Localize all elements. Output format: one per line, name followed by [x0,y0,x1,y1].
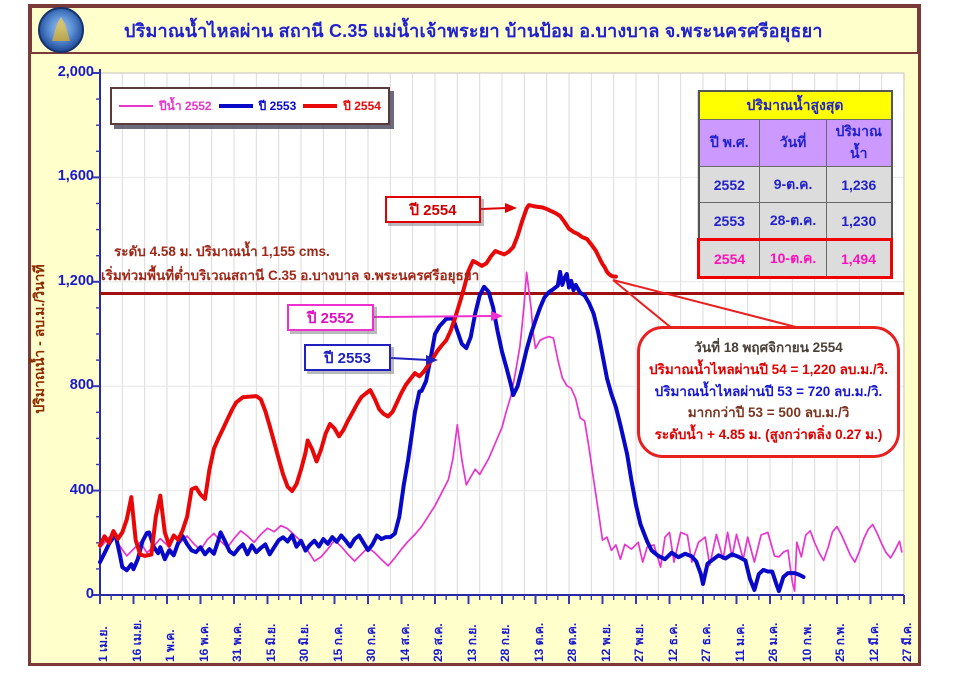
year-2553: 2553 [697,202,761,240]
x-tick-label: 27 มี.ค. [900,622,914,662]
x-tick-label: 28 ต.ค. [565,622,579,662]
x-tick-label: 10 ก.พ. [799,623,814,662]
bubble-difference: มากกว่าปี 53 = 500 ลบ.ม./วิ [687,405,850,421]
arrow-2553 [390,357,429,361]
x-tick-label: 13 ก.ย. [464,624,479,662]
x-tick-label: 1 เม.ย. [96,626,110,662]
x-tick-label: 13 ต.ค. [531,622,546,662]
flood-level-note-line1: ระดับ 4.58 ม. ปริมาณน้ำ 1,155 cms. [114,244,330,259]
x-tick-label: 30 มิ.ย. [297,623,311,662]
series-line-ปี 2553 [98,269,806,594]
table-row: 2552 9-ต.ค. 1,236 [697,166,893,203]
y-tick-label: 0 [85,586,94,602]
header-bar: ปริมาณน้ำไหลผ่าน สถานี C.35 แม่น้ำเจ้าพร… [30,6,919,54]
x-tick-label: 12 มี.ค. [866,622,881,662]
series-line-ปี 2554 [98,203,618,558]
x-tick-label: 15 มิ.ย. [263,623,278,662]
y-tick-label: 400 [69,481,94,498]
legend-line-swatch-2552 [119,105,154,107]
date-2554: 10-ต.ค. [759,238,827,279]
x-tick-label: 30 ก.ค. [364,623,378,662]
arrow-2553-head [426,355,438,365]
date-2552: 9-ต.ค. [759,166,827,203]
legend-item-2553: ปี 2553 [218,97,297,116]
legend: ปีน้ำ 2552 ปี 2553 ปี 2554 [110,87,390,125]
legend-line-swatch-2554 [303,104,338,108]
page-title: ปริมาณน้ำไหลผ่าน สถานี C.35 แม่น้ำเจ้าพร… [124,20,823,41]
legend-label: ปี 2554 [343,98,381,113]
x-tick-label: 1 พ.ค. [163,629,177,662]
table-title: ปริมาณน้ำสูงสุด [698,90,892,120]
legend-item-2554: ปี 2554 [303,97,381,116]
col-date: วันที่ [759,119,827,167]
arrow-2554-head [505,203,517,213]
table-row: 2553 28-ต.ค. 1,230 [697,202,893,240]
bubble-water-level: ระดับน้ำ + 4.85 ม. (สูงกว่าตลิ่ง 0.27 ม.… [654,427,883,443]
table-header-row: ปี พ.ศ. วันที่ ปริมาณน้ำ [697,119,893,167]
year-2554: 2554 [696,238,761,279]
legend-label: ปี 2553 [258,98,297,113]
max-discharge-table: ปริมาณน้ำสูงสุด ปี พ.ศ. วันที่ ปริมาณน้ำ… [696,90,894,279]
value-2552: 1,236 [825,166,893,203]
bubble-2554-discharge: ปริมาณน้ำไหลผ่านปี 54 = 1,220 ลบ.ม./วิ. [649,361,888,377]
series-line-ปีน้ำ 2552 [99,271,903,592]
x-tick-label: 16 พ.ค. [196,622,211,662]
date-2553: 28-ต.ค. [759,202,827,240]
x-tick-label: 14 ส.ค. [397,623,412,662]
x-tick-label: 31 พ.ค. [230,622,244,662]
y-tick-label: 1,600 [57,168,94,185]
table-row-highlighted: 2554 10-ต.ค. 1,494 [696,238,894,279]
year-2552: 2552 [697,166,761,203]
legend-item-2552: ปีน้ำ 2552 [119,97,212,116]
bubble-date-line: วันที่ 18 พฤศจิกายน 2554 [694,339,843,355]
arrow-2552-head [491,311,503,321]
callout-year-2553: ปี 2553 [304,344,391,371]
flood-level-note-line2: เริ่มท่วมพื้นที่ต่ำบริเวณสถานี C.35 อ.บา… [101,268,480,283]
y-axis-title: ปริมาณน้ำ - ลบ.ม./วินาที [31,264,47,414]
x-tick-label: 11 ม.ค. [732,623,747,662]
x-tick-label: 12 ธ.ค. [665,623,680,662]
arrow-2554 [480,207,508,210]
legend-label: ปีน้ำ 2552 [159,98,212,113]
x-tick-label: 26 ม.ค. [766,622,780,662]
x-tick-label: 27 พ.ย. [632,623,646,662]
callout-year-2554: ปี 2554 [385,196,481,223]
royal-irrigation-department-emblem-icon [38,7,84,53]
x-tick-label: 25 ก.พ. [833,623,847,662]
y-tick-label: 1,200 [57,272,94,289]
legend-line-swatch-2553 [218,104,253,108]
y-tick-label: 800 [69,377,94,394]
arrow-2552 [373,315,494,318]
x-tick-label: 28 ก.ย. [498,624,512,662]
x-tick-label: 27 ธ.ค. [699,623,713,662]
y-tick-label: 2,000 [57,64,94,80]
x-tick-label: 15 ก.ค. [330,623,345,662]
comparison-speech-bubble: วันที่ 18 พฤศจิกายน 2554 ปริมาณน้ำไหลผ่า… [637,326,900,458]
col-year: ปี พ.ศ. [697,119,761,167]
x-tick-label: 12 พ.ย. [598,623,613,662]
value-2553: 1,230 [825,202,893,240]
callout-year-2552: ปี 2552 [287,304,374,331]
col-discharge: ปริมาณน้ำ [825,119,893,167]
x-tick-label: 16 เม.ย. [129,619,144,662]
bubble-2553-discharge: ปริมาณน้ำไหลผ่านปี 53 = 720 ลบ.ม./วิ. [654,383,883,399]
value-2554: 1,494 [825,238,894,279]
x-tick-label: 29 ส.ค. [431,623,445,662]
